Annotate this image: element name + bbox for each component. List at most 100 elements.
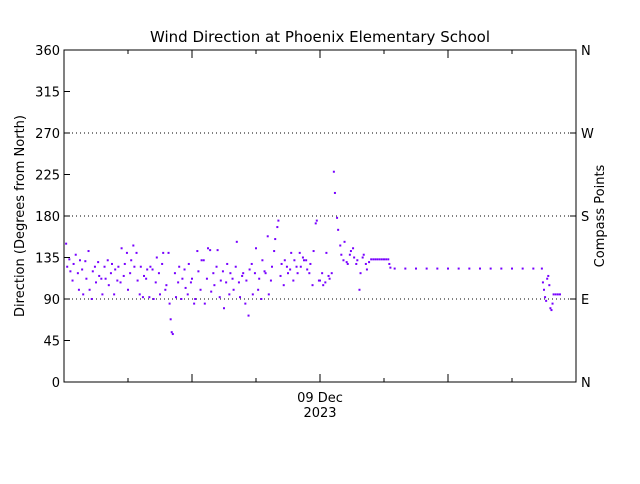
- data-point-0-138: [283, 259, 286, 262]
- compass-label-0: N: [581, 376, 591, 391]
- data-point-0-35: [120, 247, 123, 250]
- data-point-0-149: [301, 256, 304, 259]
- data-point-0-79: [189, 281, 192, 284]
- data-point-0-36: [122, 274, 125, 277]
- data-point-0-230: [559, 293, 561, 296]
- data-point-0-38: [125, 251, 128, 254]
- data-point-0-146: [296, 272, 299, 275]
- data-point-0-154: [309, 262, 312, 265]
- data-point-0-209: [468, 267, 471, 270]
- data-point-0-50: [145, 277, 148, 280]
- data-point-0-45: [136, 279, 139, 282]
- data-point-0-121: [257, 288, 260, 291]
- data-point-0-191: [370, 258, 373, 261]
- data-point-0-54: [151, 268, 154, 271]
- data-point-0-196: [380, 258, 383, 261]
- data-point-0-126: [264, 272, 267, 275]
- data-point-0-100: [223, 307, 225, 310]
- data-point-0-227: [552, 293, 555, 296]
- data-point-0-119: [253, 272, 256, 275]
- data-point-0-60: [161, 262, 164, 265]
- data-point-0-65: [168, 302, 171, 305]
- data-point-0-39: [127, 288, 129, 291]
- data-point-0-111: [241, 274, 244, 277]
- data-point-0-89: [205, 277, 208, 280]
- data-point-0-189: [365, 268, 368, 271]
- data-point-0-159: [317, 279, 320, 282]
- data-point-0-20: [97, 261, 100, 264]
- data-point-0-63: [165, 284, 168, 287]
- y-tick-label-315: 315: [35, 86, 60, 101]
- data-point-0-212: [500, 267, 503, 270]
- data-point-0-75: [183, 268, 186, 271]
- data-point-0-55: [152, 298, 155, 300]
- data-point-0-71: [177, 281, 180, 284]
- data-point-0-124: [261, 259, 264, 262]
- data-point-0-128: [267, 293, 270, 296]
- compass-label-90: E: [581, 293, 589, 308]
- data-point-0-104: [229, 272, 232, 275]
- data-point-0-181: [353, 256, 356, 259]
- data-point-0-147: [298, 251, 301, 254]
- data-point-0-156: [312, 250, 315, 253]
- data-point-0-62: [164, 288, 167, 291]
- data-point-0-37: [123, 262, 126, 265]
- data-point-0-112: [242, 272, 245, 275]
- data-point-0-77: [186, 293, 189, 296]
- data-point-0-199: [387, 258, 390, 261]
- data-point-0-168: [332, 170, 335, 173]
- data-point-0-188: [364, 262, 367, 265]
- data-point-0-1: [66, 265, 69, 268]
- data-point-0-155: [311, 284, 314, 287]
- data-point-0-125: [263, 270, 266, 273]
- data-point-0-42: [132, 244, 135, 247]
- data-point-0-224: [549, 307, 552, 310]
- data-point-0-180: [352, 247, 355, 250]
- data-point-0-174: [342, 259, 345, 262]
- data-point-0-47: [139, 265, 142, 268]
- x-date-label: 09 Dec: [297, 391, 343, 406]
- data-point-0-72: [178, 265, 181, 268]
- data-point-0-18: [93, 265, 96, 268]
- data-point-0-7: [76, 272, 79, 275]
- data-point-0-57: [155, 256, 158, 259]
- data-point-0-23: [101, 293, 104, 296]
- data-point-0-116: [248, 268, 251, 271]
- data-point-0-175: [343, 240, 346, 243]
- data-point-0-96: [216, 249, 219, 252]
- data-point-0-110: [239, 296, 241, 299]
- data-point-0-52: [148, 296, 151, 299]
- data-point-0-80: [191, 277, 193, 280]
- data-point-0-33: [117, 265, 120, 268]
- data-point-0-40: [129, 272, 132, 275]
- data-point-0-81: [193, 302, 196, 305]
- data-point-0-136: [280, 262, 283, 265]
- data-point-0-167: [330, 272, 333, 275]
- data-point-0-177: [346, 262, 349, 265]
- data-point-0-193: [374, 258, 377, 261]
- data-point-0-10: [81, 268, 84, 271]
- data-point-0-14: [87, 250, 90, 253]
- data-point-0-141: [289, 268, 292, 271]
- data-point-0-184: [358, 288, 361, 291]
- data-point-0-176: [345, 261, 348, 264]
- data-point-0-214: [521, 267, 524, 270]
- data-point-0-82: [194, 298, 197, 300]
- data-point-0-86: [200, 259, 203, 262]
- data-point-0-21: [98, 274, 101, 277]
- data-point-0-182: [355, 262, 358, 265]
- data-point-0-150: [303, 259, 305, 262]
- data-point-0-210: [479, 267, 481, 270]
- data-point-0-34: [119, 281, 122, 284]
- data-point-0-2: [68, 258, 71, 261]
- data-point-0-16: [90, 298, 93, 300]
- data-point-0-68: [171, 333, 174, 336]
- data-point-0-206: [436, 267, 439, 270]
- data-point-0-171: [337, 228, 340, 231]
- data-point-0-130: [271, 265, 273, 268]
- compass-label-360: N: [581, 44, 591, 59]
- data-point-0-135: [279, 274, 282, 277]
- data-point-0-48: [141, 296, 144, 299]
